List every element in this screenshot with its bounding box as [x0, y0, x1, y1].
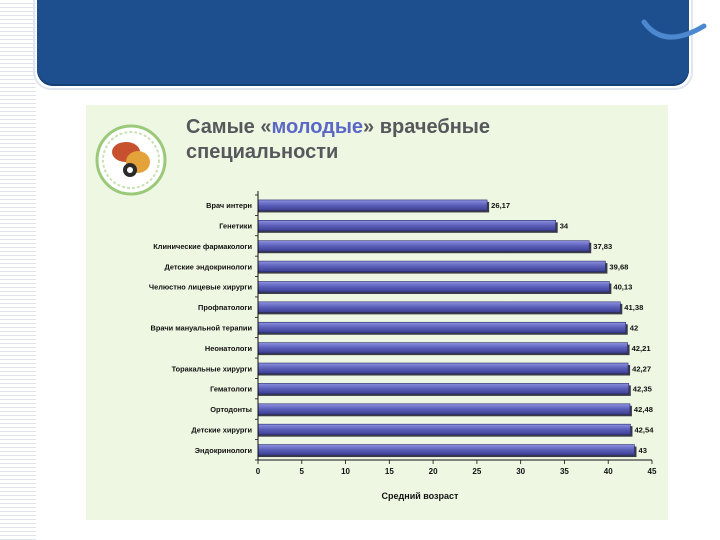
category-label: Детские хирурги	[191, 425, 252, 434]
bar	[257, 260, 606, 272]
category-label: Врач интерн	[206, 201, 252, 210]
medical-emblem-icon	[95, 124, 167, 196]
category-label: Торакальные хирурги	[172, 364, 253, 373]
x-tick-label: 10	[341, 467, 350, 476]
x-tick-label: 40	[604, 467, 613, 476]
data-label: 42,48	[634, 405, 653, 414]
x-tick-label: 30	[516, 467, 525, 476]
data-label: 37,83	[593, 242, 612, 251]
category-label: Генетики	[219, 222, 252, 231]
swoosh-icon	[641, 19, 707, 40]
data-label: 42,27	[632, 364, 651, 373]
data-label: 42,21	[632, 344, 652, 353]
category-label: Детские эндокринологи	[165, 262, 253, 271]
bar	[257, 321, 627, 334]
data-label: 42	[630, 324, 638, 333]
left-stripe-decoration	[0, 0, 36, 540]
data-label: 40,13	[613, 283, 632, 292]
data-label: 42,54	[634, 425, 654, 434]
bar	[257, 444, 635, 456]
bar-chart: Врач интерн 26,17 Генетики 34 Клинические фа…	[149, 191, 657, 476]
category-label: Неонатологи	[205, 344, 253, 353]
bar	[257, 423, 631, 435]
bar	[257, 362, 629, 374]
bar	[257, 220, 556, 232]
data-label: 42,35	[633, 385, 653, 394]
x-tick-label: 20	[429, 467, 438, 476]
category-label: Ортодонты	[210, 405, 252, 414]
data-label: 34	[560, 222, 569, 231]
header-bar	[37, 0, 689, 86]
bar	[257, 383, 630, 395]
category-label: Врачи мануальной терапии	[151, 324, 253, 333]
category-label: Профпатологи	[198, 303, 252, 312]
x-tick-label: 0	[256, 467, 261, 476]
data-label: 41,38	[624, 303, 643, 312]
x-axis-title: Средний возраст	[381, 491, 459, 501]
x-tick-label: 5	[300, 467, 305, 476]
category-label: Гематологи	[210, 385, 252, 394]
bar	[257, 342, 628, 354]
x-tick-label: 15	[385, 467, 394, 476]
x-tick-label: 25	[472, 467, 481, 476]
bar	[257, 199, 488, 211]
data-label: 26,17	[491, 201, 510, 210]
bar	[257, 240, 590, 252]
category-label: Челюстно лицевые хирурги	[149, 283, 253, 292]
bar	[257, 281, 610, 293]
data-label: 43	[638, 446, 646, 455]
category-label: Клинические фармакологи	[153, 242, 252, 251]
bar	[257, 403, 631, 415]
x-tick-label: 45	[648, 467, 657, 476]
data-label: 39,68	[609, 262, 628, 271]
bar	[257, 301, 621, 313]
header-rim	[33, 0, 693, 90]
x-tick-label: 35	[560, 467, 569, 476]
category-label: Эндокринологи	[195, 446, 253, 455]
chart-title: Самые «молодые» врачебные специальности	[186, 116, 490, 163]
